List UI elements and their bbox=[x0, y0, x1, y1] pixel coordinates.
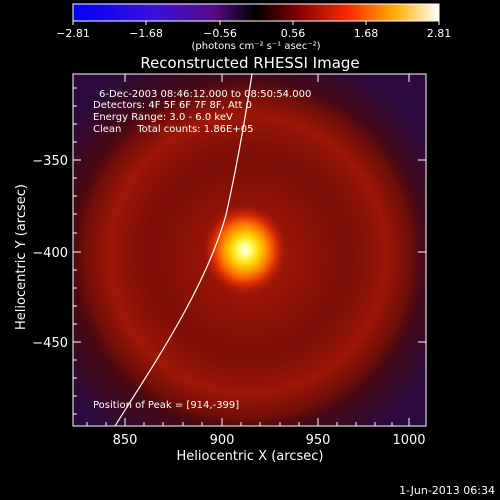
clean-counts-text: Clean Total counts: 1.86E+05 bbox=[93, 124, 253, 135]
x-axis-label: Heliocentric X (arcsec) bbox=[177, 449, 324, 464]
colorbar-tick-label: 0.56 bbox=[281, 27, 306, 40]
y-tick-label: −400 bbox=[32, 246, 68, 261]
colorbar-tick-label: 2.81 bbox=[427, 27, 452, 40]
plot-frame bbox=[72, 73, 427, 427]
x-axis-ticks bbox=[86, 74, 410, 426]
colorbar-ticks bbox=[72, 21, 440, 25]
solar-limb-line bbox=[114, 74, 253, 426]
energy-range-text: Energy Range: 3.0 - 6.0 keV bbox=[93, 112, 233, 123]
colorbar-tick-label: −1.68 bbox=[129, 27, 163, 40]
x-tick-label: 900 bbox=[210, 433, 235, 448]
detectors-text: Detectors: 4F 5F 6F 7F 8F, Att 0 bbox=[93, 100, 252, 111]
x-tick-label: 1000 bbox=[392, 433, 425, 448]
y-tick-label: −450 bbox=[32, 336, 68, 351]
time-range-text: 6-Dec-2003 08:46:12.000 to 08:50:54.000 bbox=[99, 89, 311, 100]
plot-title: Reconstructed RHESSI Image bbox=[140, 54, 359, 72]
colorbar-tick-label: −2.81 bbox=[56, 27, 90, 40]
colorbar-tick-label: 1.68 bbox=[354, 27, 379, 40]
y-tick-label: −350 bbox=[32, 154, 68, 169]
footer-date: 1-Jun-2013 06:34 bbox=[399, 484, 495, 497]
colorbar-tick-label: −0.56 bbox=[203, 27, 237, 40]
peak-position-text: Position of Peak = [914,-399] bbox=[93, 400, 239, 411]
x-tick-label: 950 bbox=[306, 433, 331, 448]
flare-peak bbox=[203, 205, 287, 295]
y-axis-label: Heliocentric Y (arcsec) bbox=[14, 184, 29, 330]
x-tick-label: 850 bbox=[113, 433, 138, 448]
rhessi-image bbox=[73, 74, 426, 426]
colorbar-units: (photons cm⁻² s⁻¹ asec⁻²) bbox=[191, 41, 320, 52]
colorbar bbox=[73, 4, 439, 21]
y-axis-ticks bbox=[73, 87, 426, 415]
